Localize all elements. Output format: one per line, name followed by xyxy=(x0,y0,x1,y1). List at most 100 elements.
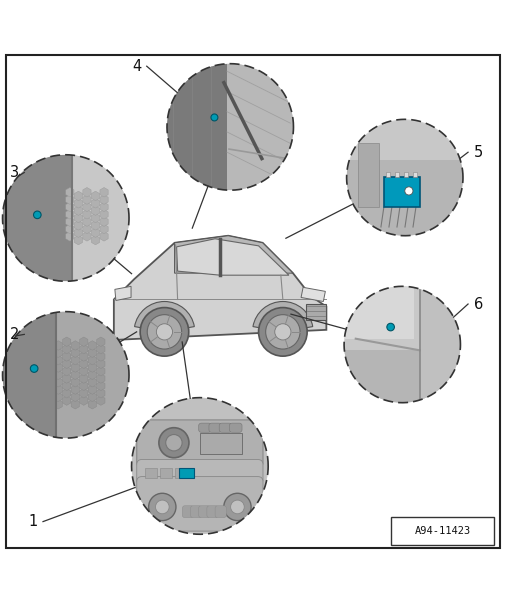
Polygon shape xyxy=(100,224,108,234)
Polygon shape xyxy=(96,359,105,368)
Circle shape xyxy=(166,435,182,451)
Polygon shape xyxy=(346,160,462,236)
FancyBboxPatch shape xyxy=(306,303,326,320)
Polygon shape xyxy=(63,396,71,405)
FancyBboxPatch shape xyxy=(199,433,242,453)
Wedge shape xyxy=(252,302,312,332)
Polygon shape xyxy=(100,232,108,241)
Polygon shape xyxy=(83,210,91,219)
Circle shape xyxy=(211,114,218,121)
Polygon shape xyxy=(300,288,325,302)
Polygon shape xyxy=(91,213,99,223)
Circle shape xyxy=(133,399,266,533)
Polygon shape xyxy=(3,155,72,281)
FancyBboxPatch shape xyxy=(160,468,172,478)
Polygon shape xyxy=(74,206,82,215)
Polygon shape xyxy=(83,202,91,212)
Circle shape xyxy=(159,428,188,458)
Text: 2: 2 xyxy=(10,327,19,342)
Circle shape xyxy=(147,315,181,349)
Polygon shape xyxy=(71,348,79,358)
Polygon shape xyxy=(63,374,71,384)
Text: 5: 5 xyxy=(473,145,482,160)
Polygon shape xyxy=(100,188,108,197)
FancyBboxPatch shape xyxy=(190,506,201,517)
Polygon shape xyxy=(63,367,71,376)
Polygon shape xyxy=(3,312,56,438)
Polygon shape xyxy=(96,396,105,405)
Circle shape xyxy=(3,155,129,281)
Polygon shape xyxy=(66,217,74,226)
Polygon shape xyxy=(71,392,79,402)
FancyBboxPatch shape xyxy=(198,423,211,432)
Polygon shape xyxy=(100,195,108,204)
Polygon shape xyxy=(88,400,96,409)
Polygon shape xyxy=(80,381,88,391)
Polygon shape xyxy=(54,355,62,365)
FancyBboxPatch shape xyxy=(179,468,194,478)
Polygon shape xyxy=(96,352,105,361)
Circle shape xyxy=(265,315,299,349)
Text: A94-11423: A94-11423 xyxy=(414,526,470,536)
Circle shape xyxy=(167,64,293,190)
Polygon shape xyxy=(63,352,71,361)
Circle shape xyxy=(223,493,250,520)
FancyBboxPatch shape xyxy=(215,506,226,517)
Polygon shape xyxy=(74,198,82,208)
Polygon shape xyxy=(54,392,62,402)
Polygon shape xyxy=(74,228,82,238)
Polygon shape xyxy=(91,198,99,208)
Polygon shape xyxy=(66,202,74,212)
Circle shape xyxy=(155,500,169,514)
Polygon shape xyxy=(71,341,79,350)
Circle shape xyxy=(148,493,176,520)
Circle shape xyxy=(3,312,129,438)
Polygon shape xyxy=(80,374,88,384)
Polygon shape xyxy=(54,348,62,358)
Polygon shape xyxy=(83,232,91,241)
Polygon shape xyxy=(54,377,62,387)
Polygon shape xyxy=(96,381,105,391)
Polygon shape xyxy=(66,210,74,219)
Polygon shape xyxy=(115,286,131,300)
Polygon shape xyxy=(96,337,105,347)
Circle shape xyxy=(386,323,393,331)
Polygon shape xyxy=(72,155,129,281)
FancyBboxPatch shape xyxy=(198,506,210,517)
Polygon shape xyxy=(83,188,91,197)
Polygon shape xyxy=(88,392,96,402)
Polygon shape xyxy=(88,370,96,380)
Polygon shape xyxy=(91,221,99,230)
Polygon shape xyxy=(80,337,88,347)
FancyBboxPatch shape xyxy=(182,506,193,517)
FancyBboxPatch shape xyxy=(136,420,263,467)
Circle shape xyxy=(230,500,244,514)
Polygon shape xyxy=(71,363,79,372)
Polygon shape xyxy=(88,385,96,394)
Circle shape xyxy=(274,324,290,340)
Polygon shape xyxy=(71,377,79,387)
Polygon shape xyxy=(91,206,99,215)
Polygon shape xyxy=(71,385,79,394)
Circle shape xyxy=(347,121,461,235)
Polygon shape xyxy=(227,64,293,190)
Polygon shape xyxy=(74,235,82,245)
FancyBboxPatch shape xyxy=(394,172,398,177)
Polygon shape xyxy=(174,236,292,273)
Polygon shape xyxy=(100,210,108,219)
Polygon shape xyxy=(88,363,96,372)
Polygon shape xyxy=(80,367,88,376)
Polygon shape xyxy=(91,235,99,245)
Polygon shape xyxy=(176,239,288,275)
Polygon shape xyxy=(63,337,71,347)
Polygon shape xyxy=(71,355,79,365)
FancyBboxPatch shape xyxy=(385,172,389,177)
FancyBboxPatch shape xyxy=(229,423,241,432)
Polygon shape xyxy=(343,350,430,403)
FancyBboxPatch shape xyxy=(136,476,263,531)
Polygon shape xyxy=(419,286,460,403)
Polygon shape xyxy=(343,286,413,339)
Polygon shape xyxy=(54,400,62,409)
FancyBboxPatch shape xyxy=(175,468,186,478)
Polygon shape xyxy=(80,359,88,368)
